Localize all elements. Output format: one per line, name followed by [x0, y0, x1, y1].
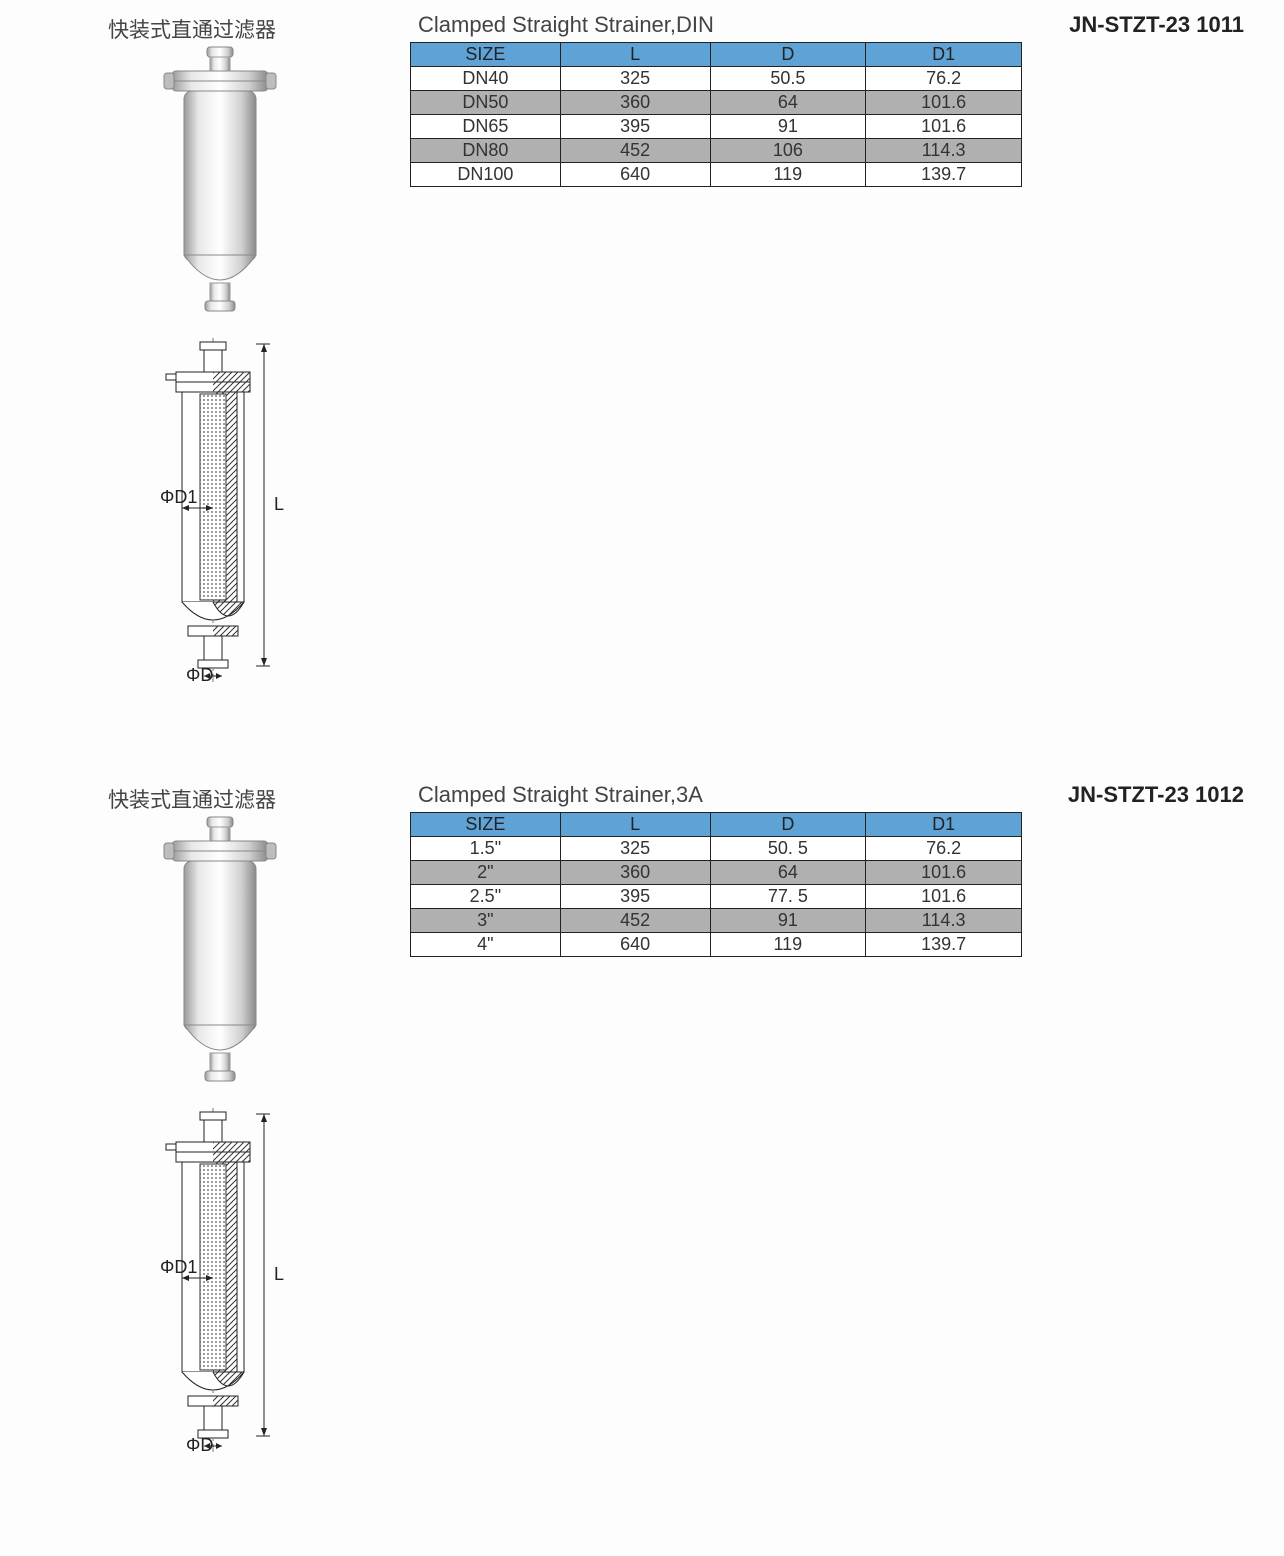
col-size: SIZE — [411, 43, 561, 67]
dim-D-label: ΦD — [186, 665, 213, 683]
chinese-title: 快装式直通过滤器 — [108, 784, 276, 814]
col-D: D — [710, 43, 866, 67]
table-row: 2"36064101.6 — [411, 861, 1022, 885]
table-row: 3"45291114.3 — [411, 909, 1022, 933]
table-row: DN100640119139.7 — [411, 163, 1022, 187]
dim-L-label: L — [274, 494, 284, 514]
strainer-diagram-icon: L ΦD1 ΦD — [158, 1108, 328, 1453]
english-title: Clamped Straight Strainer,3A — [418, 782, 703, 808]
table-row: DN80452106114.3 — [411, 139, 1022, 163]
col-L: L — [560, 43, 710, 67]
technical-diagram: L ΦD1 ΦD — [158, 1108, 328, 1453]
spec-table-din: SIZE L D D1 DN4032550.576.2 DN5036064101… — [410, 42, 1022, 187]
dim-D-label: ΦD — [186, 1435, 213, 1453]
col-D1: D1 — [866, 813, 1022, 837]
spec-table-3a: SIZE L D D1 1.5"32550. 576.2 2"36064101.… — [410, 812, 1022, 957]
table-row: DN6539591101.6 — [411, 115, 1022, 139]
table-row: 2.5"39577. 5101.6 — [411, 885, 1022, 909]
col-L: L — [560, 813, 710, 837]
table-row: DN5036064101.6 — [411, 91, 1022, 115]
part-number: JN-STZT-23 1011 — [1069, 12, 1244, 38]
part-number: JN-STZT-23 1012 — [1068, 782, 1244, 808]
product-photo — [150, 45, 290, 325]
dim-D1-label: ΦD1 — [160, 487, 197, 507]
technical-diagram: L ΦD1 ΦD — [158, 338, 328, 683]
table-row: 1.5"32550. 576.2 — [411, 837, 1022, 861]
table-row: 4"640119139.7 — [411, 933, 1022, 957]
dim-D1-label: ΦD1 — [160, 1257, 197, 1277]
strainer-diagram-icon: L ΦD1 ΦD — [158, 338, 328, 683]
strainer-photo-icon — [150, 815, 290, 1095]
chinese-title: 快装式直通过滤器 — [108, 14, 276, 44]
dim-L-label: L — [274, 1264, 284, 1284]
product-photo — [150, 815, 290, 1095]
col-D: D — [710, 813, 866, 837]
col-size: SIZE — [411, 813, 561, 837]
col-D1: D1 — [866, 43, 1022, 67]
table-row: DN4032550.576.2 — [411, 67, 1022, 91]
english-title: Clamped Straight Strainer,DIN — [418, 12, 714, 38]
strainer-photo-icon — [150, 45, 290, 325]
